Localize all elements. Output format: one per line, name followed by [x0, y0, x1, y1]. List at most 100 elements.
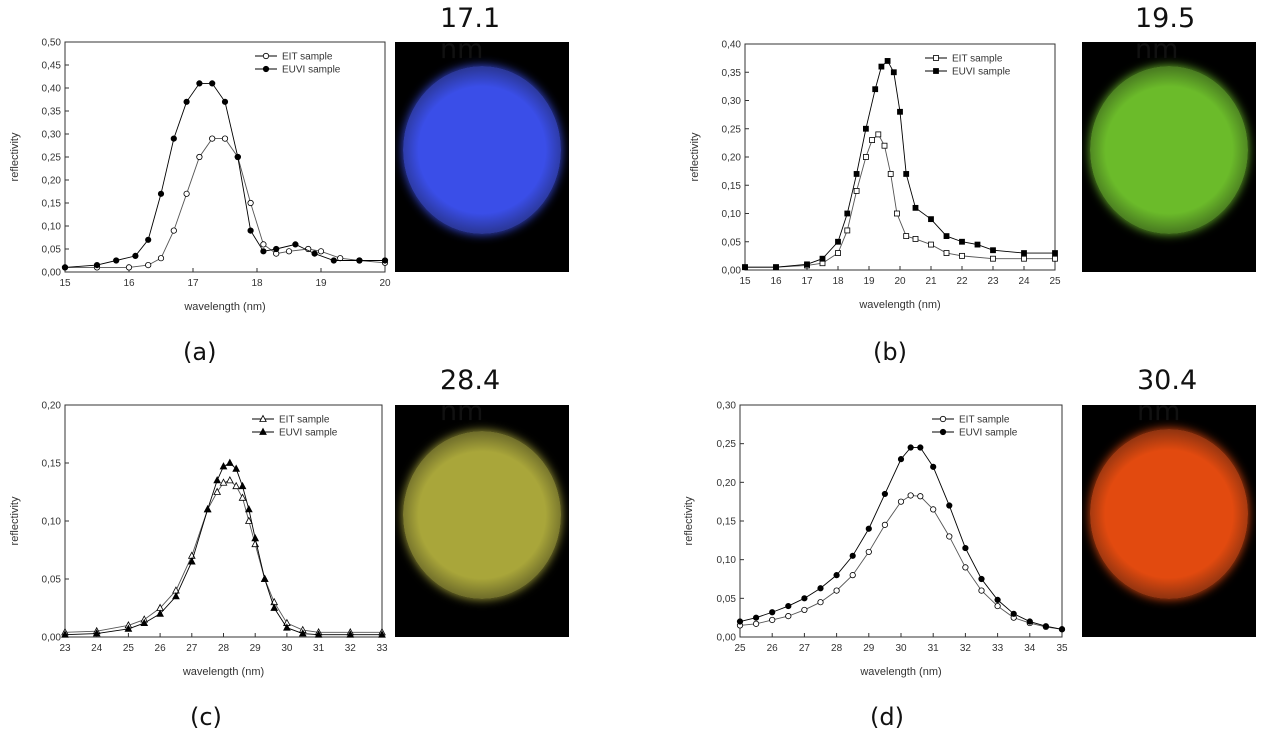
x-axis-label: wavelength (nm) — [859, 666, 941, 678]
data-point — [819, 255, 826, 262]
x-tick-label: 20 — [379, 278, 391, 289]
panel-caption-d: (d) — [870, 703, 904, 731]
data-point — [61, 264, 69, 271]
x-tick-label: 34 — [1024, 643, 1036, 654]
data-point — [170, 135, 177, 142]
data-point — [959, 238, 965, 245]
x-tick-label: 35 — [1056, 643, 1068, 654]
data-point — [894, 210, 900, 217]
data-point — [769, 609, 776, 616]
data-point — [943, 233, 950, 240]
data-point — [157, 190, 165, 197]
x-tick-label: 28 — [218, 643, 230, 654]
data-point — [247, 199, 254, 207]
data-point — [232, 464, 241, 472]
x-tick-label: 21 — [925, 276, 937, 287]
data-point — [872, 86, 879, 93]
y-tick-label: 0,05 — [717, 594, 737, 605]
data-point — [260, 241, 267, 248]
sun-image-a — [395, 42, 569, 272]
data-point — [132, 252, 139, 259]
data-point — [928, 241, 934, 248]
data-point — [884, 58, 891, 64]
x-tick-label: 18 — [251, 278, 263, 289]
x-tick-label: 31 — [928, 643, 940, 654]
data-point — [260, 248, 267, 255]
data-point — [273, 245, 280, 253]
data-point — [157, 255, 165, 262]
x-tick-label: 24 — [1018, 276, 1030, 287]
series-line — [739, 495, 1063, 630]
data-point — [907, 492, 914, 499]
x-tick-label: 24 — [91, 643, 103, 654]
x-tick-label: 28 — [831, 643, 843, 654]
legend-marker — [939, 415, 947, 423]
data-point — [183, 98, 190, 105]
data-point — [833, 587, 840, 594]
data-point — [298, 629, 307, 637]
x-tick-label: 20 — [894, 276, 906, 287]
y-tick-label: 0,10 — [42, 222, 62, 233]
data-point — [849, 572, 856, 579]
data-point — [785, 613, 792, 620]
series-line — [745, 60, 1055, 268]
y-tick-label: 0,40 — [722, 40, 742, 51]
data-point — [196, 80, 203, 87]
legend-label: EIT sample — [279, 415, 330, 426]
legend-label: EIT sample — [282, 52, 333, 63]
chart-title-a: 17.1 nm — [440, 3, 501, 65]
y-tick-label: 0,30 — [722, 96, 742, 107]
legend-marker — [933, 55, 939, 61]
series-euvi — [61, 80, 389, 271]
x-tick-label: 27 — [799, 643, 811, 654]
y-tick-label: 0,00 — [722, 266, 742, 277]
data-point — [244, 516, 253, 524]
data-point — [209, 135, 216, 142]
data-point — [196, 153, 203, 161]
sun-image-c — [395, 405, 569, 637]
data-point — [736, 618, 744, 625]
data-point — [221, 135, 229, 142]
chart-title-d: 30.4 nm — [1137, 365, 1198, 427]
y-tick-label: 0,40 — [42, 84, 62, 95]
y-axis-label: reflectivity — [683, 496, 695, 545]
data-point — [219, 462, 228, 470]
data-point — [878, 63, 885, 70]
data-point — [238, 493, 247, 501]
data-point — [903, 233, 910, 240]
y-tick-label: 0,05 — [42, 245, 62, 256]
data-point — [93, 261, 101, 269]
x-tick-label: 17 — [801, 276, 813, 287]
data-point — [378, 630, 386, 638]
legend-label: EUVI sample — [279, 428, 338, 439]
data-point — [213, 476, 222, 484]
data-point — [833, 572, 840, 579]
legend-label: EUVI sample — [959, 428, 1018, 439]
x-tick-label: 17 — [187, 278, 199, 289]
plot-frame — [739, 404, 1063, 638]
data-point — [247, 227, 254, 234]
data-point — [869, 137, 875, 143]
x-tick-label: 27 — [186, 643, 198, 654]
data-point — [773, 264, 779, 271]
data-point — [978, 587, 985, 594]
x-tick-label: 16 — [123, 278, 135, 289]
x-tick-label: 15 — [59, 278, 71, 289]
data-point — [244, 505, 253, 513]
data-point — [974, 241, 981, 248]
y-tick-label: 0,30 — [42, 130, 62, 141]
y-tick-label: 0,15 — [42, 459, 62, 470]
data-point — [897, 498, 905, 505]
y-tick-label: 0,15 — [722, 181, 742, 192]
x-tick-label: 23 — [59, 643, 71, 654]
sun-image-b — [1082, 42, 1256, 272]
x-tick-label: 25 — [123, 643, 135, 654]
data-point — [907, 444, 914, 451]
data-point — [145, 261, 152, 269]
data-point — [849, 552, 856, 559]
data-point — [881, 521, 889, 528]
data-point — [61, 630, 69, 638]
data-point — [912, 204, 919, 211]
data-point — [203, 505, 212, 513]
